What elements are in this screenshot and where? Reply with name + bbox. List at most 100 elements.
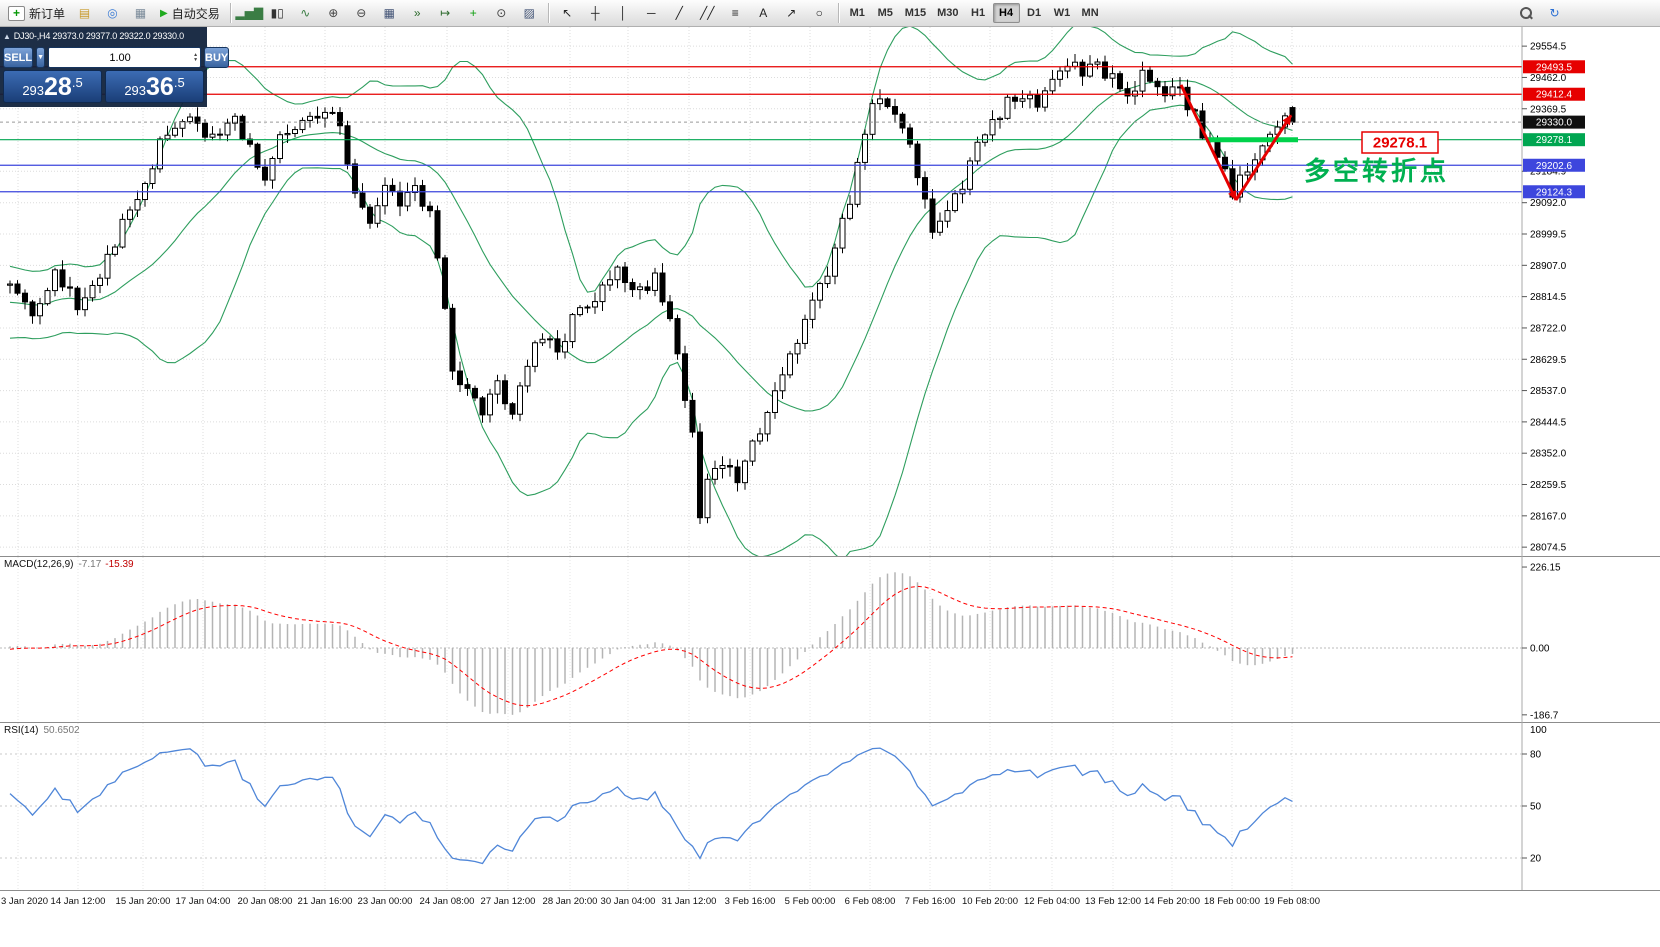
price-digits: 293 xyxy=(124,83,147,98)
timeframe-button-h4[interactable]: H4 xyxy=(992,3,1020,23)
svg-text:226.15: 226.15 xyxy=(1530,563,1561,574)
tile-windows-button[interactable]: ▦ xyxy=(376,2,403,24)
channel-button[interactable]: ╱╱ xyxy=(694,2,721,24)
crosshair-button[interactable]: ┼ xyxy=(582,2,609,24)
svg-text:29124.3: 29124.3 xyxy=(1536,187,1573,198)
autotrade-button[interactable]: ▶ 自动交易 xyxy=(155,2,225,24)
collapse-icon[interactable]: ▲ xyxy=(3,31,11,41)
candlestick-chart-button[interactable]: ▮▯ xyxy=(264,2,291,24)
templates-button[interactable]: ▨ xyxy=(516,2,543,24)
timeframe-button-d1[interactable]: D1 xyxy=(1027,7,1042,19)
new-order-button[interactable]: + 新订单 xyxy=(3,2,70,24)
time-axis-label: 31 Jan 12:00 xyxy=(661,896,717,907)
macd-signal-value: -15.39 xyxy=(105,559,134,570)
rsi-value: 50.6502 xyxy=(43,725,80,736)
chart-ohlc-header: ▲ DJ30-,H4 29373.0 29377.0 29322.0 29330… xyxy=(3,29,204,45)
price-digits: 28 xyxy=(44,73,72,101)
zoom-in-button[interactable]: ⊕ xyxy=(320,2,347,24)
svg-text:29092.0: 29092.0 xyxy=(1530,198,1567,209)
fibonacci-button[interactable]: ≡ xyxy=(722,2,749,24)
timeframe-button-m15[interactable]: M15 xyxy=(904,7,927,19)
rsi-line xyxy=(9,747,1293,865)
new-order-label: 新订单 xyxy=(29,6,66,21)
profiles-button[interactable]: ◎ xyxy=(99,2,126,24)
svg-text:0.00: 0.00 xyxy=(1530,644,1550,655)
buy-button[interactable]: BUY xyxy=(204,47,230,68)
annotations-layer: 29278.1 多空转折点 xyxy=(1179,84,1449,201)
price-digits: .5 xyxy=(173,75,185,90)
volume-spinner[interactable]: ▲ ▼ xyxy=(193,51,199,63)
search-icon xyxy=(1518,5,1535,22)
toolbar-separator xyxy=(837,3,839,23)
timeframe-button-m1[interactable]: M1 xyxy=(849,7,865,19)
search-button[interactable] xyxy=(1513,2,1540,24)
time-axis-label: 12 Feb 04:00 xyxy=(1024,896,1080,907)
rsi-panel: 100 80 50 20 RSI(14) 50.6502 xyxy=(0,722,1660,890)
timeframe-button-w1[interactable]: W1 xyxy=(1053,7,1071,19)
chart-shift-icon: ↦ xyxy=(440,6,451,20)
indicators-icon: + xyxy=(469,6,477,20)
main-chart[interactable]: 29278.1 多空转折点 29554.5 29462.0 29369.5 29184.9… xyxy=(0,27,1660,556)
timeframe-button-mn[interactable]: MN xyxy=(1081,7,1099,19)
new-chart-button[interactable]: ▤ xyxy=(71,2,98,24)
svg-text:28537.0: 28537.0 xyxy=(1530,386,1567,397)
time-axis-label: 3 Feb 16:00 xyxy=(724,896,776,907)
volume-dropdown-button[interactable]: ▼ xyxy=(36,47,46,68)
macd-main-value: -7.17 xyxy=(78,559,102,570)
timeframe-button-m5[interactable]: M5 xyxy=(877,7,893,19)
line-chart-button[interactable]: ∿ xyxy=(292,2,319,24)
rsi-grid xyxy=(17,723,1293,890)
periods-button[interactable]: ⊙ xyxy=(488,2,515,24)
auto-scroll-button[interactable]: » xyxy=(404,2,431,24)
zoom-out-icon: ⊖ xyxy=(356,6,367,20)
chart-shift-button[interactable]: ↦ xyxy=(432,2,459,24)
arrows-button[interactable]: ↗ xyxy=(778,2,805,24)
volume-field-wrap: ▲▼ xyxy=(48,47,202,68)
macd-chart[interactable]: 226.15 0.00 -186.7 xyxy=(0,556,1660,722)
timeframe-button-h1[interactable]: H1 xyxy=(971,7,986,19)
text-button[interactable]: A xyxy=(750,2,777,24)
macd-grid xyxy=(17,557,1293,722)
vline-button[interactable]: │ xyxy=(610,2,637,24)
time-axis-label: 15 Jan 20:00 xyxy=(115,896,171,907)
svg-text:29369.5: 29369.5 xyxy=(1530,104,1567,115)
zoom-out-button[interactable]: ⊖ xyxy=(348,2,375,24)
time-axis-label: 14 Jan 12:00 xyxy=(50,896,106,907)
time-axis[interactable]: 3 Jan 2020 14 Jan 12:00 15 Jan 20:00 17 Jan… xyxy=(0,890,1660,912)
cursor-button[interactable]: ↖ xyxy=(554,2,581,24)
time-axis-label: 20 Jan 08:00 xyxy=(237,896,293,907)
svg-text:100: 100 xyxy=(1530,725,1547,736)
shapes-button[interactable]: ○ xyxy=(806,2,833,24)
time-axis-label: 13 Feb 12:00 xyxy=(1085,896,1141,907)
svg-text:28167.0: 28167.0 xyxy=(1530,511,1567,522)
time-axis-label: 27 Jan 12:00 xyxy=(480,896,536,907)
timeframe-button-m30[interactable]: M30 xyxy=(937,7,959,19)
svg-text:80: 80 xyxy=(1530,750,1542,761)
hline-button[interactable]: ─ xyxy=(638,2,665,24)
time-axis-label: 28 Jan 20:00 xyxy=(542,896,598,907)
one-click-trading-panel: ▲ DJ30-,H4 29373.0 29377.0 29322.0 29330… xyxy=(0,27,230,107)
refresh-button[interactable]: ↻ xyxy=(1541,2,1568,24)
sell-price-button[interactable]: 293 28.5 xyxy=(3,70,102,103)
svg-text:28814.5: 28814.5 xyxy=(1530,292,1567,303)
price-digits: 36 xyxy=(146,73,174,101)
time-axis-label: 23 Jan 00:00 xyxy=(357,896,413,907)
rsi-chart[interactable]: 100 80 50 20 xyxy=(0,722,1660,890)
sell-button[interactable]: SELL xyxy=(3,47,34,68)
bar-chart-button[interactable]: ▂▅▇ xyxy=(235,2,263,24)
time-axis-label: 19 Feb 08:00 xyxy=(1264,896,1320,907)
play-icon: ▶ xyxy=(160,7,168,19)
time-axis-label: 6 Feb 08:00 xyxy=(844,896,896,907)
trendline-button[interactable]: ╱ xyxy=(666,2,693,24)
macd-signal-line xyxy=(9,585,1293,707)
macd-label: MACD(12,26,9) -7.17 -15.39 xyxy=(4,559,134,570)
periods-icon: ⊙ xyxy=(496,6,507,20)
volume-input[interactable] xyxy=(49,51,192,64)
buy-price-button[interactable]: 293 36.5 xyxy=(105,70,204,103)
data-window-button[interactable]: ▦ xyxy=(127,2,154,24)
svg-text:28999.5: 28999.5 xyxy=(1530,230,1567,241)
svg-text:29184.9: 29184.9 xyxy=(1530,167,1567,178)
pivot-annotation-text: 多空转折点 xyxy=(1304,156,1449,186)
indicators-button[interactable]: + xyxy=(460,2,487,24)
time-axis-label: 14 Feb 20:00 xyxy=(1144,896,1200,907)
